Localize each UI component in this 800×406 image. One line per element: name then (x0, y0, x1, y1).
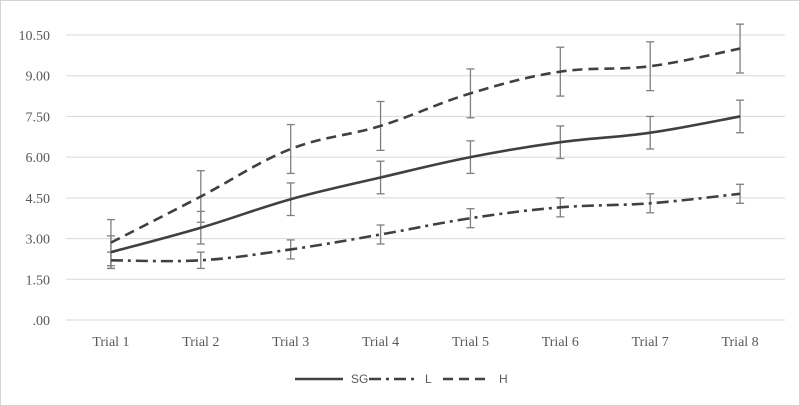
y-tick-label: .00 (33, 314, 51, 329)
series-line-l (110, 192, 741, 263)
y-tick-label: 6.00 (26, 151, 51, 166)
y-tick-label: 7.50 (26, 110, 51, 125)
y-tick-label: 10.50 (19, 29, 51, 44)
x-tick-label: Trial 4 (362, 335, 399, 350)
x-tick-label: Trial 6 (542, 335, 579, 350)
x-tick-label: Trial 2 (182, 335, 219, 350)
legend-label: H (499, 372, 508, 386)
error-bars-h (106, 23, 745, 267)
legend: SG L H (295, 372, 508, 386)
x-tick-label: Trial 3 (272, 335, 309, 350)
y-tick-label: 9.00 (26, 70, 51, 85)
x-tick-label: Trial 1 (92, 335, 129, 350)
legend-item-sg: SG (295, 372, 368, 386)
x-tick-label: Trial 7 (632, 335, 669, 350)
legend-label: SG (351, 372, 368, 386)
legend-item-l: L (369, 372, 432, 386)
series-line-sg (110, 115, 741, 254)
legend-item-h: H (443, 372, 508, 386)
y-tick-label: 1.50 (26, 273, 51, 288)
x-tick-label: Trial 5 (452, 335, 489, 350)
y-tick-label: 4.50 (26, 192, 51, 207)
legend-label: L (425, 372, 432, 386)
y-tick-label: 3.00 (26, 233, 51, 248)
series-line-h (110, 47, 741, 244)
x-tick-label: Trial 8 (721, 335, 758, 350)
error-bars-sg (106, 99, 745, 270)
